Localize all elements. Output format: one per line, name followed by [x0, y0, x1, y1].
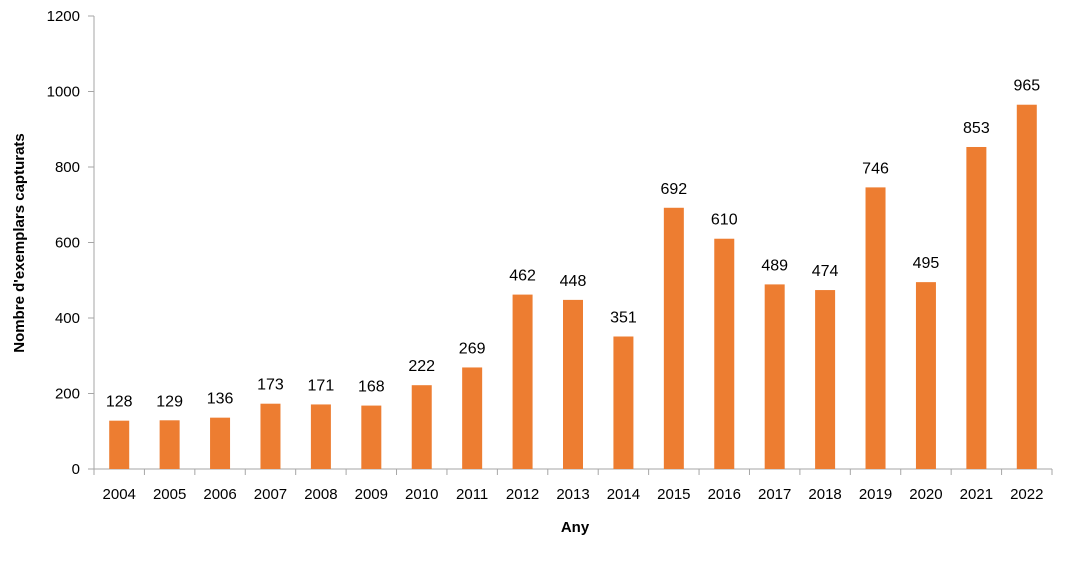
bar-2007: [260, 403, 281, 469]
bar-2012: [512, 294, 533, 469]
data-label-2022: 965: [1013, 78, 1040, 95]
data-label-2015: 692: [660, 181, 687, 198]
y-tick-label: 200: [55, 386, 80, 403]
data-label-2016: 610: [711, 212, 738, 229]
x-tick-label-2020: 2020: [909, 486, 942, 503]
x-tick-label-2004: 2004: [103, 486, 136, 503]
axes: 0 200 400 600 800 1000 1200 2004 2005 2006 2007 200…: [47, 8, 1053, 503]
x-tick-label-2014: 2014: [607, 486, 640, 503]
data-label-2005: 129: [156, 393, 183, 410]
bar-2009: [361, 405, 382, 469]
y-axis-title: Nombre d'exemplars capturats: [11, 133, 28, 352]
y-tick-label: 400: [55, 310, 80, 327]
data-label-2009: 168: [358, 379, 385, 396]
x-tick-label-2011: 2011: [456, 486, 488, 503]
data-label-2020: 495: [913, 255, 940, 272]
x-tick-label-2005: 2005: [153, 486, 186, 503]
bar-2021: [966, 146, 987, 469]
x-tick-label-2018: 2018: [808, 486, 841, 503]
data-label-2017: 489: [761, 257, 788, 274]
data-label-2018: 474: [812, 263, 839, 280]
x-tick-label-2015: 2015: [657, 486, 690, 503]
bar-2010: [411, 385, 432, 469]
x-tick-label-2016: 2016: [708, 486, 741, 503]
y-tick-label: 1200: [47, 8, 80, 25]
data-label-2007: 173: [257, 377, 284, 394]
data-label-2010: 222: [408, 358, 435, 375]
data-label-2014: 351: [610, 309, 637, 326]
bar-2005: [159, 420, 180, 469]
x-tick-label-2021: 2021: [960, 486, 993, 503]
bar-2011: [462, 367, 483, 469]
data-label-2008: 171: [308, 377, 335, 394]
bar-2022: [1016, 104, 1037, 470]
x-tick-label-2010: 2010: [405, 486, 438, 503]
bar-2016: [714, 238, 735, 469]
bar-2015: [663, 207, 684, 469]
x-tick-label-2012: 2012: [506, 486, 539, 503]
bar-2019: [865, 187, 886, 469]
x-tick-label-2019: 2019: [859, 486, 892, 503]
y-tick-label: 0: [72, 461, 80, 478]
data-label-2019: 746: [862, 160, 889, 177]
bar-2017: [764, 284, 785, 469]
bar-2014: [613, 336, 634, 469]
y-tick-label: 1000: [47, 84, 80, 101]
data-label-2013: 448: [560, 273, 587, 290]
x-tick-label-2008: 2008: [304, 486, 337, 503]
bar-2008: [310, 404, 331, 469]
bar-2020: [915, 282, 936, 469]
x-tick-label-2007: 2007: [254, 486, 287, 503]
y-tick-label: 600: [55, 235, 80, 252]
data-label-2021: 853: [963, 120, 990, 137]
bar-2013: [563, 299, 583, 469]
bar-2006: [210, 417, 231, 469]
data-label-2012: 462: [509, 268, 536, 285]
x-tick-label-2022: 2022: [1010, 486, 1043, 503]
y-tick-label: 800: [55, 159, 80, 176]
x-tick-label-2013: 2013: [556, 486, 589, 503]
x-tick-label-2017: 2017: [758, 486, 791, 503]
data-label-2011: 269: [459, 340, 486, 357]
bar-2018: [815, 290, 836, 469]
bar-2004: [109, 420, 130, 469]
x-axis-title: Any: [561, 519, 590, 536]
data-label-2004: 128: [106, 394, 133, 411]
bars: [109, 104, 1037, 470]
data-label-2006: 136: [207, 391, 234, 408]
x-tick-label-2006: 2006: [203, 486, 236, 503]
data-labels: 128 129 136 173 171 168 222 269 462 448 351 692 610 4…: [106, 78, 1040, 411]
x-tick-label-2009: 2009: [355, 486, 388, 503]
